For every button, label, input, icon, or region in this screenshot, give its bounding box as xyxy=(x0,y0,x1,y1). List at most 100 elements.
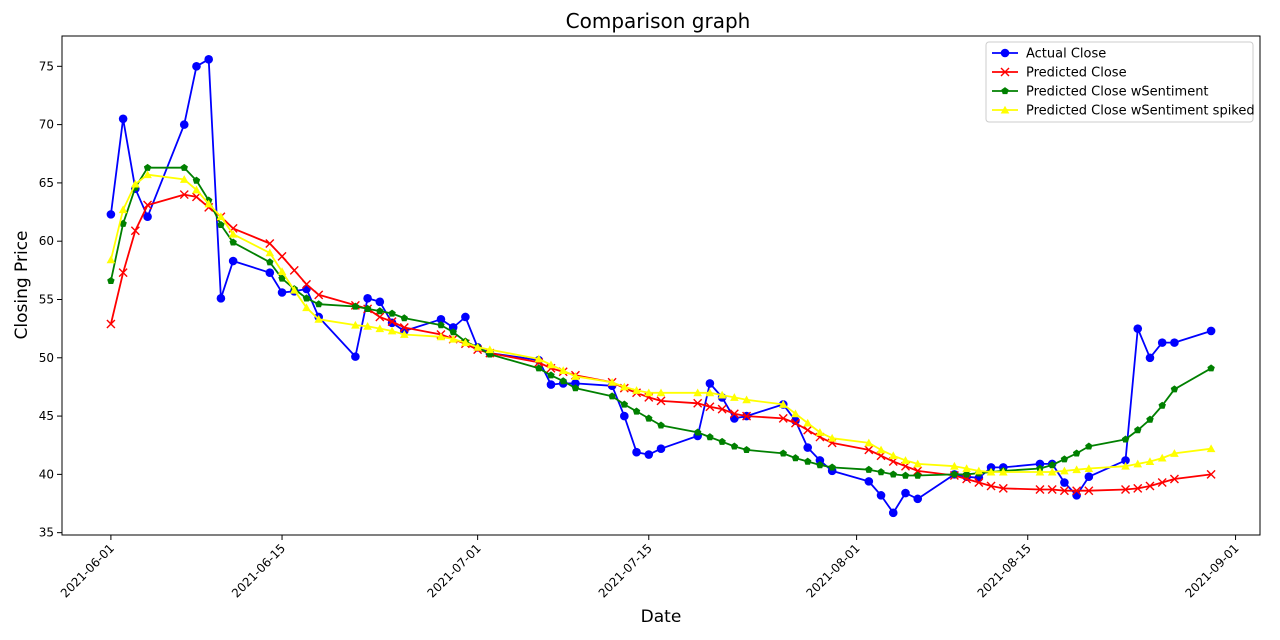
predicted-close-wsentiment-point xyxy=(657,421,665,429)
actual-close-point xyxy=(1121,456,1130,465)
predicted-close-wsentiment-spiked-point xyxy=(118,205,128,214)
predicted-close-wsentiment-point xyxy=(363,304,372,312)
predicted-close-wsentiment-spiked-point xyxy=(1035,467,1045,476)
predicted-close-wsentiment-point xyxy=(889,470,897,478)
predicted-close-wsentiment-spiked-point xyxy=(705,388,715,397)
predicted-close-wsentiment-line xyxy=(110,166,1212,477)
predicted-close-point xyxy=(1145,481,1155,491)
predicted-close-point xyxy=(1047,485,1057,495)
actual-close-series xyxy=(106,55,1216,518)
series-layer xyxy=(106,55,1216,518)
predicted-close-wsentiment-point xyxy=(107,276,115,284)
predicted-close-wsentiment-point xyxy=(1048,461,1056,469)
actual-close-point xyxy=(864,477,874,486)
predicted-close-wsentiment-point xyxy=(437,321,445,329)
x-tick-label: 2021-07-15 xyxy=(596,541,655,600)
legend-box xyxy=(985,41,1254,123)
predicted-close-point-stroke-b xyxy=(1169,474,1179,484)
predicted-close-wsentiment-spiked-point xyxy=(888,451,898,460)
y-tick-label: 65 xyxy=(39,176,54,190)
predicted-close-point xyxy=(1072,486,1082,496)
predicted-close-wsentiment-spiked-point xyxy=(974,466,984,475)
actual-close-point xyxy=(1206,326,1216,336)
predicted-close-point xyxy=(656,396,666,406)
predicted-close-point-stroke-b xyxy=(179,190,189,200)
predicted-close-wsentiment-point xyxy=(143,163,152,171)
actual-close-point xyxy=(106,210,116,219)
predicted-close-wsentiment-spiked-point xyxy=(607,377,617,386)
legend-predicted-close-wsentiment-spiked-swatch-marker xyxy=(1000,105,1010,114)
actual-close-point xyxy=(620,411,629,421)
predicted-close-wsentiment-spiked-point xyxy=(546,360,556,369)
x-tick-label: 2021-08-01 xyxy=(803,541,862,600)
predicted-close-point-stroke-b xyxy=(656,396,666,406)
legend-predicted-close-swatch-marker-stroke-b xyxy=(1000,67,1010,77)
predicted-close-point-stroke-b xyxy=(705,402,715,412)
actual-close-point xyxy=(730,414,739,423)
predicted-close-wsentiment-point xyxy=(1121,435,1130,443)
predicted-close-wsentiment-spiked-point xyxy=(179,175,189,183)
predicted-close-point-stroke-b xyxy=(986,481,996,491)
predicted-close-wsentiment-point xyxy=(620,400,629,408)
predicted-close-point xyxy=(717,404,727,414)
predicted-close-wsentiment-spiked-point xyxy=(901,456,910,464)
predicted-close-point-stroke-b xyxy=(277,251,287,261)
predicted-close-point-stroke-b xyxy=(106,319,116,329)
predicted-close-wsentiment-point xyxy=(315,300,323,308)
actual-close-point xyxy=(876,491,886,500)
predicted-close-wsentiment-point xyxy=(388,309,396,317)
predicted-close-wsentiment-spiked-point xyxy=(620,382,629,391)
predicted-close-wsentiment-point xyxy=(180,163,188,171)
predicted-close-wsentiment-point xyxy=(608,392,616,400)
predicted-close-wsentiment-point xyxy=(278,274,286,282)
predicted-close-point xyxy=(399,322,409,332)
predicted-close-point-stroke-b xyxy=(742,411,752,421)
predicted-close-point xyxy=(974,478,984,488)
legend-predicted-close-swatch-marker xyxy=(1000,67,1010,77)
predicted-close-point-stroke-b xyxy=(387,317,397,327)
predicted-close-wsentiment-spiked-point xyxy=(1072,465,1081,474)
y-tick-label: 45 xyxy=(39,409,54,423)
predicted-close-point xyxy=(106,319,116,329)
predicted-close-wsentiment-spiked-point xyxy=(656,388,666,397)
predicted-close-wsentiment-point xyxy=(791,454,800,462)
predicted-close-wsentiment-spiked-point xyxy=(399,330,409,338)
actual-close-point xyxy=(803,443,812,452)
predicted-close-point-stroke-b xyxy=(265,239,275,249)
predicted-close-point xyxy=(998,483,1008,493)
chart-title: Comparison graph xyxy=(566,9,751,33)
legend-predicted-close-wsentiment-spiked: Predicted Close wSentiment spiked xyxy=(992,104,1255,119)
actual-close-point xyxy=(1060,478,1069,487)
predicted-close-wsentiment-spiked-point xyxy=(693,388,702,397)
predicted-close-wsentiment-point xyxy=(229,238,237,246)
predicted-close-wsentiment-point xyxy=(706,433,714,441)
predicted-close-point-stroke-b xyxy=(130,226,140,236)
predicted-close-wsentiment-spiked-series xyxy=(106,170,1216,476)
actual-close-point xyxy=(1157,338,1167,347)
predicted-close-wsentiment-point xyxy=(803,457,812,465)
predicted-close-point-stroke-b xyxy=(1047,485,1057,495)
predicted-close-point xyxy=(693,398,703,408)
predicted-close-point xyxy=(1121,485,1131,495)
x-tick-label: 2021-09-01 xyxy=(1182,541,1241,600)
predicted-close-wsentiment-spiked-point xyxy=(143,170,152,179)
legend-predicted-close-wsentiment-swatch-marker xyxy=(1001,87,1009,95)
predicted-close-point-stroke-b xyxy=(729,409,739,419)
predicted-close-wsentiment-spiked-point xyxy=(1145,457,1155,465)
predicted-close-wsentiment-point xyxy=(632,407,641,415)
predicted-close-point-stroke-b xyxy=(790,418,800,428)
predicted-close-point xyxy=(387,317,397,327)
predicted-close-point xyxy=(1169,474,1179,484)
actual-close-point xyxy=(1145,353,1155,363)
predicted-close-wsentiment-point xyxy=(877,468,885,476)
predicted-close-point-stroke-b xyxy=(1157,478,1167,488)
actual-close-point xyxy=(632,447,641,457)
predicted-close-wsentiment-spiked-point xyxy=(827,433,837,442)
predicted-close-point xyxy=(864,445,874,455)
actual-close-point xyxy=(888,508,898,518)
predicted-close-point xyxy=(314,290,324,300)
predicted-close-wsentiment-point xyxy=(1134,426,1142,434)
predicted-close-wsentiment-point xyxy=(1072,449,1081,457)
predicted-close-wsentiment-spiked-point xyxy=(192,185,201,194)
predicted-close-point-stroke-b xyxy=(118,268,128,278)
